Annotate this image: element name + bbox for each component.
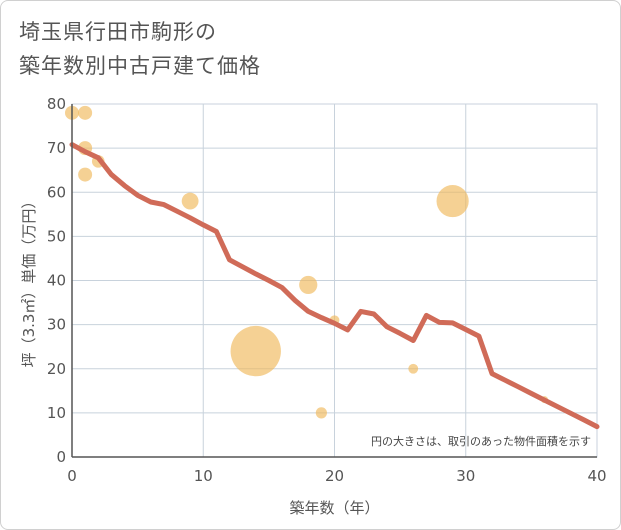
data-point	[299, 275, 318, 295]
data-point	[78, 167, 93, 182]
y-tick-label: 30	[47, 316, 66, 334]
x-tick-label: 10	[194, 467, 213, 485]
data-point	[436, 184, 469, 218]
y-tick-label: 40	[47, 272, 66, 290]
y-tick-labels: 0 10 20 30 40 50 60 70 80	[47, 95, 66, 466]
x-tick-label: 0	[67, 467, 77, 485]
y-tick-label: 70	[47, 139, 66, 157]
data-point	[408, 363, 419, 374]
y-tick-label: 50	[47, 227, 66, 245]
y-tick-label: 0	[56, 448, 66, 466]
bubble-series	[65, 105, 548, 419]
y-tick-label: 80	[47, 95, 66, 113]
axes	[71, 104, 597, 458]
y-axis-title: 坪（3.3㎡）単価（万円）	[20, 194, 38, 368]
data-point	[78, 105, 93, 120]
data-point	[315, 407, 327, 419]
y-tick-label: 10	[47, 404, 66, 422]
data-point	[230, 325, 281, 377]
x-tick-labels: 0 10 20 30 40	[67, 467, 606, 485]
x-axis-title: 築年数（年）	[289, 499, 379, 517]
trend-line	[69, 142, 600, 430]
x-tick-label: 40	[587, 467, 606, 485]
chart-title-line-1: 埼玉県行田市駒形の	[19, 20, 217, 44]
grid-lines	[71, 103, 598, 458]
chart-title-line-2: 築年数別中古戸建て価格	[19, 54, 261, 78]
y-tick-label: 20	[47, 360, 66, 378]
bubble-size-note: 円の大きさは、取引のあった物件面積を示す	[371, 434, 591, 448]
y-tick-label: 60	[47, 183, 66, 201]
data-point	[181, 192, 199, 210]
x-tick-label: 30	[456, 467, 475, 485]
x-tick-label: 20	[325, 467, 344, 485]
chart-title: 埼玉県行田市駒形の 築年数別中古戸建て価格	[19, 15, 579, 83]
